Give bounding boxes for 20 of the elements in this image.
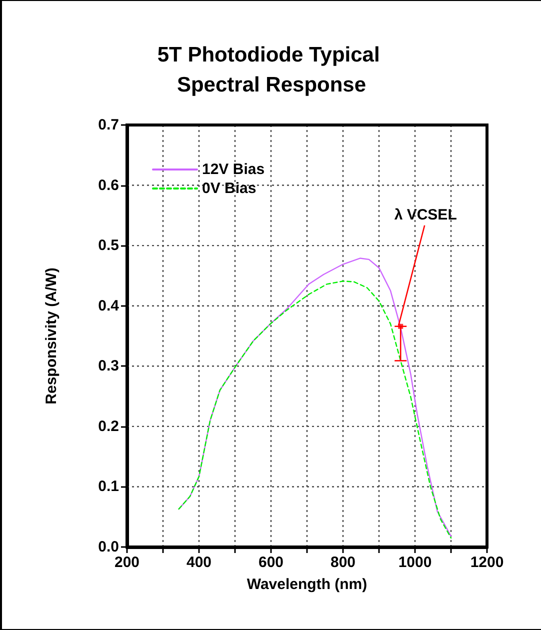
y-tick-label: 0.7	[98, 116, 119, 134]
chart-title: 5T Photodiode Typical Spectral Response	[157, 44, 386, 96]
x-tick-label: 1000	[398, 554, 432, 571]
x-tick-label: 600	[258, 554, 284, 571]
y-tick-label: 0.6	[98, 176, 119, 194]
y-tick-label: 0.0	[98, 538, 119, 556]
x-tick-label: 400	[186, 554, 212, 571]
x-tick-label: 1200	[470, 554, 504, 571]
annotation: λ VCSEL	[394, 206, 457, 224]
x-tick-label: 800	[330, 554, 356, 571]
y-tick-label: 0.1	[98, 478, 119, 496]
y-tick-label: 0.2	[98, 418, 119, 435]
y-tick-label: 0.4	[98, 297, 120, 314]
y-axis-title: Responsivity (A/W)	[43, 268, 60, 404]
legend-label: 12V Bias	[202, 161, 265, 178]
y-tick-label: 0.5	[98, 237, 119, 254]
legend-label: 0V Bias	[202, 180, 256, 197]
y-tick-label: 0.3	[98, 358, 119, 375]
x-tick-label: 200	[114, 554, 140, 571]
x-axis-title: Wavelength (nm)	[246, 576, 368, 593]
